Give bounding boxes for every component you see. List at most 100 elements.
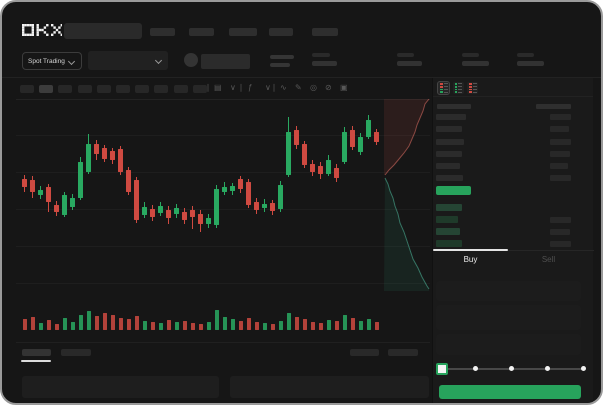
slider-stop[interactable] (509, 366, 514, 371)
book-asks-icon[interactable] (467, 82, 478, 94)
slider-stop[interactable] (545, 366, 550, 371)
chart-option-block[interactable] (388, 349, 418, 356)
nav-item[interactable] (269, 28, 293, 36)
timeframe-pill[interactable] (192, 85, 207, 93)
timeframe-pill[interactable] (20, 85, 34, 93)
candle (46, 187, 51, 202)
nav-item[interactable] (189, 28, 214, 36)
volume-bar (78, 315, 83, 330)
icon-row (454, 91, 464, 94)
indicators-icon[interactable]: ƒ (248, 83, 253, 92)
volume-bar (182, 321, 187, 330)
account-block[interactable] (201, 54, 250, 69)
bottom-panel-right[interactable] (230, 376, 429, 398)
nav-item[interactable] (150, 28, 175, 36)
candle (238, 179, 243, 189)
market-type-dropdown[interactable]: Spot Trading (22, 52, 82, 70)
timeframe-pill[interactable] (39, 85, 54, 93)
volume-bar (374, 322, 379, 330)
bid-price-bar[interactable] (436, 216, 458, 223)
icon-row (440, 88, 449, 91)
ask-price-bar[interactable] (436, 126, 462, 132)
order-input[interactable] (436, 305, 581, 330)
chart-tab[interactable] (22, 349, 51, 356)
candle (206, 218, 211, 224)
order-input[interactable] (436, 281, 581, 301)
divider: ∣ (206, 83, 210, 92)
nav-item[interactable] (229, 28, 257, 36)
slider-stop[interactable] (473, 366, 478, 371)
chart-tab[interactable] (61, 349, 91, 356)
okx-logo[interactable] (22, 24, 62, 37)
compare-icon[interactable]: ∿ (280, 83, 287, 92)
candlestick-chart[interactable] (22, 100, 382, 292)
panel-divider (433, 96, 593, 97)
camera-icon[interactable]: ◎ (310, 83, 317, 92)
timeframe-pill[interactable] (77, 85, 92, 93)
nav-item[interactable] (312, 28, 338, 36)
ask-price-bar[interactable] (436, 163, 460, 169)
stat-label (312, 53, 330, 57)
chevron-down-icon[interactable]: ∨ (265, 83, 271, 92)
book-bids-icon[interactable] (452, 82, 464, 94)
fullscreen-icon[interactable]: ▣ (340, 83, 348, 92)
ask-price-bar[interactable] (436, 151, 462, 157)
volume-bar (166, 320, 171, 330)
candle (286, 132, 291, 175)
timeframe-pill[interactable] (116, 85, 130, 93)
volume-bar (142, 321, 147, 330)
volume-bar (150, 322, 155, 330)
candle (102, 148, 107, 159)
volume-bar (158, 323, 163, 330)
bid-price-bar[interactable] (436, 228, 460, 235)
volume-bar (62, 318, 67, 330)
hide-icon[interactable]: ⊘ (325, 83, 332, 92)
candle-style-icon[interactable]: ▤ (214, 83, 222, 92)
icon-row (440, 82, 449, 85)
bid-price-bar[interactable] (436, 204, 462, 211)
candle (374, 132, 379, 142)
search-input[interactable] (64, 23, 142, 39)
depth-overlay (384, 99, 430, 291)
timeframe-pill[interactable] (173, 85, 188, 93)
gridline (16, 283, 430, 284)
order-input[interactable] (436, 334, 581, 355)
candle (150, 209, 155, 217)
draw-icon[interactable]: ✎ (295, 83, 302, 92)
chart-option-block[interactable] (350, 349, 379, 356)
ask-price-bar[interactable] (436, 175, 463, 181)
trade-panel: Buy Sell (432, 78, 594, 403)
tab-sell[interactable]: Sell (541, 255, 556, 264)
avatar[interactable] (184, 53, 198, 67)
candle (62, 195, 67, 215)
chevron-down-icon[interactable]: ∨ (230, 83, 236, 92)
book-both-icon[interactable] (437, 81, 450, 95)
icon-pixel (440, 82, 443, 85)
ask-price-bar[interactable] (436, 139, 464, 145)
bid-amount-bar (550, 241, 571, 247)
ask-price-bar[interactable] (436, 114, 466, 120)
icon-pixel (454, 88, 457, 91)
volume-bar (294, 317, 299, 330)
buy-submit-button[interactable] (439, 385, 581, 399)
volume-bar (318, 323, 323, 330)
timeframe-pill[interactable] (58, 85, 73, 93)
candle (70, 198, 75, 207)
slider-handle[interactable] (436, 363, 448, 375)
volume-bar (302, 319, 307, 330)
pair-select-dropdown[interactable] (88, 51, 168, 70)
candle (126, 170, 131, 192)
bid-amount-bar (550, 229, 570, 235)
timeframe-pill[interactable] (135, 85, 150, 93)
tab-buy[interactable]: Buy (463, 255, 478, 264)
last-price-badge[interactable] (436, 186, 471, 195)
bid-price-bar[interactable] (436, 240, 462, 247)
bottom-panel-left[interactable] (22, 376, 219, 398)
volume-bar (310, 322, 315, 330)
timeframe-pill[interactable] (96, 85, 111, 93)
timeframe-pill[interactable] (154, 85, 169, 93)
volume-bar (30, 317, 35, 330)
icon-line (443, 86, 448, 88)
slider-stop[interactable] (581, 366, 586, 371)
icon-line (443, 83, 448, 85)
